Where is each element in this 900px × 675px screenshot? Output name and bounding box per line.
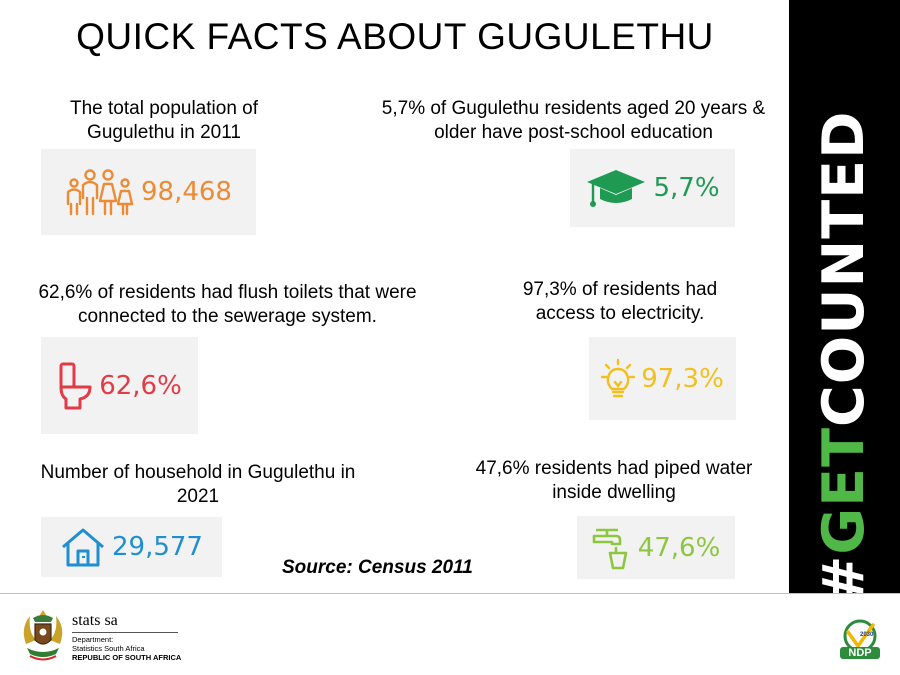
hashtag-highlight: GET bbox=[811, 427, 877, 555]
page-title: QUICK FACTS ABOUT GUGULETHU bbox=[76, 16, 714, 57]
water-value: 47,6% bbox=[637, 532, 721, 563]
dept-line-3: REPUBLIC OF SOUTH AFRICA bbox=[72, 653, 182, 662]
light-bulb-icon bbox=[601, 357, 636, 401]
ndp-year: 2030 bbox=[860, 632, 874, 638]
get-counted-hashtag: #GETCOUNTED bbox=[811, 111, 877, 604]
electricity-value: 97,3% bbox=[641, 363, 724, 394]
households-value: 29,577 bbox=[112, 532, 203, 562]
education-caption: 5,7% of Gugulethu residents aged 20 year… bbox=[381, 98, 766, 143]
toilet-icon bbox=[57, 361, 93, 411]
households-tile: 29,577 bbox=[41, 517, 222, 577]
footer-divider bbox=[0, 593, 900, 594]
hashtag-suffix: COUNTED bbox=[811, 110, 877, 428]
population-value: 98,468 bbox=[141, 177, 232, 207]
house-icon bbox=[60, 526, 106, 568]
org-name-underline bbox=[72, 632, 178, 633]
water-tile: 47,6% bbox=[577, 516, 735, 579]
water-caption: 47,6% residents had piped water inside d… bbox=[475, 458, 753, 503]
coat-of-arms-icon bbox=[18, 606, 68, 666]
households-caption: Number of household in Gugulethu in 2021 bbox=[40, 462, 356, 507]
dept-line-1: Department: bbox=[72, 635, 114, 644]
electricity-tile: 97,3% bbox=[589, 337, 736, 420]
department-label: Department: Statistics South Africa REPU… bbox=[72, 635, 181, 662]
ndp-logo-icon: 2030 NDP bbox=[836, 616, 884, 660]
org-name: stats sa bbox=[72, 612, 118, 629]
population-tile: 98,468 bbox=[41, 149, 256, 235]
dept-line-2: Statistics South Africa bbox=[72, 644, 145, 653]
toilets-value: 62,6% bbox=[99, 370, 182, 401]
toilets-caption: 62,6% of residents had flush toilets tha… bbox=[38, 282, 417, 327]
population-caption: The total population of Gugulethu in 201… bbox=[69, 98, 259, 143]
electricity-caption: 97,3% of residents had access to electri… bbox=[522, 279, 718, 324]
graduation-cap-icon bbox=[585, 166, 647, 210]
education-value: 5,7% bbox=[653, 173, 720, 203]
people-icon bbox=[65, 168, 135, 216]
toilets-tile: 62,6% bbox=[41, 337, 198, 434]
hashtag-banner bbox=[789, 0, 900, 593]
ndp-label: NDP bbox=[848, 647, 872, 659]
source-note: Source: Census 2011 bbox=[282, 557, 473, 578]
water-tap-icon bbox=[592, 526, 632, 570]
hashtag-prefix: # bbox=[811, 554, 877, 604]
education-tile: 5,7% bbox=[570, 149, 735, 227]
